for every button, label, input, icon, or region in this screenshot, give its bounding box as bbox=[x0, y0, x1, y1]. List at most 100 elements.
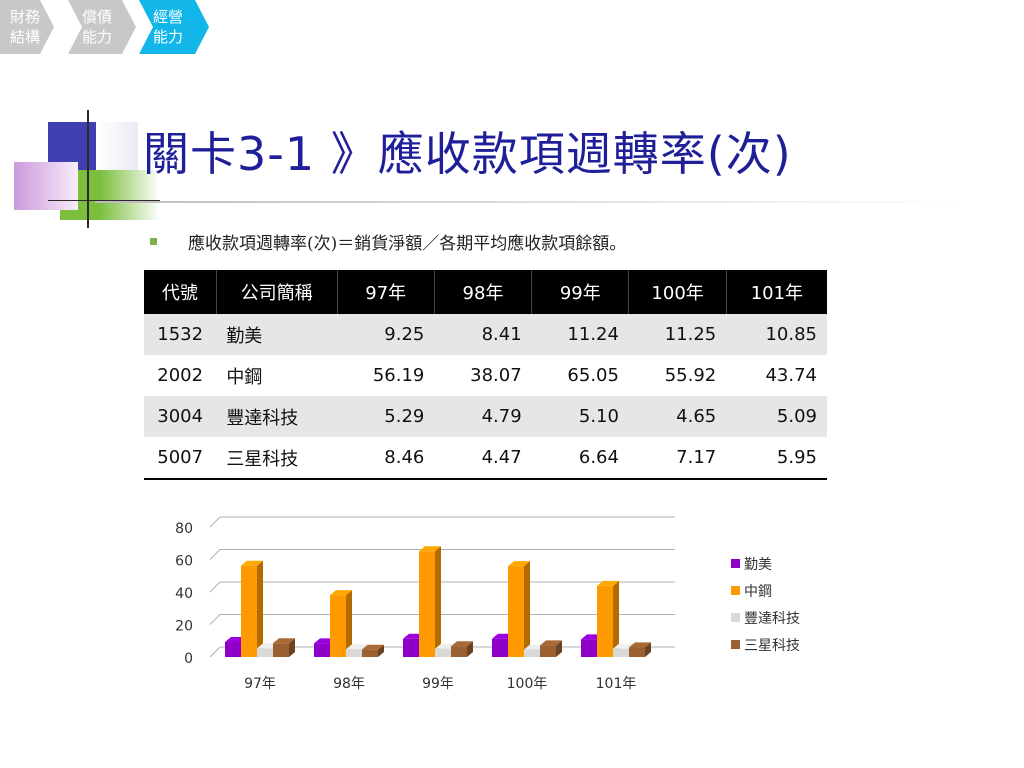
cell-value: 4.79 bbox=[434, 396, 532, 437]
cell-name: 中鋼 bbox=[216, 355, 338, 396]
cell-value: 10.85 bbox=[726, 314, 827, 355]
legend-swatch bbox=[731, 640, 740, 649]
bar bbox=[314, 643, 330, 657]
bar-side bbox=[257, 560, 263, 657]
bar-top bbox=[330, 590, 352, 596]
cell-value: 38.07 bbox=[434, 355, 532, 396]
legend-item: 勤美 bbox=[731, 550, 800, 577]
y-tick-label: 0 bbox=[184, 651, 193, 667]
bar bbox=[524, 649, 540, 657]
bar-top bbox=[597, 580, 619, 586]
y-tick-label: 40 bbox=[175, 586, 193, 602]
bar-side bbox=[556, 640, 562, 657]
y-tick-label: 60 bbox=[175, 554, 193, 570]
cell-value: 4.65 bbox=[628, 396, 727, 437]
legend-swatch bbox=[731, 559, 740, 568]
bar bbox=[540, 645, 556, 657]
bar-top bbox=[241, 560, 263, 566]
cell-name: 三星科技 bbox=[216, 437, 338, 480]
table-header-row: 代號 公司簡稱 97年 98年 99年 100年 101年 bbox=[144, 270, 827, 314]
bar-top bbox=[629, 642, 651, 648]
bar bbox=[403, 638, 419, 657]
bar-side bbox=[289, 638, 295, 657]
bar bbox=[257, 648, 273, 657]
cell-value: 4.47 bbox=[434, 437, 532, 480]
bar bbox=[273, 643, 289, 657]
cell-value: 43.74 bbox=[726, 355, 827, 396]
bar bbox=[629, 647, 645, 657]
gridline-depth bbox=[209, 646, 221, 658]
title-divider bbox=[95, 201, 965, 203]
x-tick-label: 98年 bbox=[333, 676, 365, 692]
y-tick-label: 20 bbox=[175, 619, 193, 635]
bar bbox=[492, 638, 508, 657]
cell-value: 11.25 bbox=[628, 314, 727, 355]
legend-label: 三星科技 bbox=[744, 637, 800, 654]
gridline-depth bbox=[209, 516, 221, 528]
bullet-icon bbox=[150, 238, 157, 245]
legend-label: 勤美 bbox=[744, 556, 772, 573]
header-name: 公司簡稱 bbox=[216, 270, 338, 314]
formula-text: 應收款項週轉率(次)＝銷貨淨額／各期平均應收款項餘額。 bbox=[188, 234, 627, 254]
header-98: 98年 bbox=[434, 270, 533, 314]
cell-value: 5.09 bbox=[726, 396, 827, 437]
cell-value: 6.64 bbox=[531, 437, 629, 480]
breadcrumb-item-financial-structure[interactable]: 財務結構 bbox=[0, 0, 54, 54]
bar bbox=[581, 639, 597, 657]
cell-value: 11.24 bbox=[531, 314, 629, 355]
bar-top bbox=[508, 561, 530, 567]
table-row: 5007 三星科技 8.46 4.47 6.64 7.17 5.95 bbox=[144, 437, 827, 480]
x-tick-label: 101年 bbox=[596, 676, 637, 692]
bar bbox=[419, 551, 435, 657]
cell-value: 65.05 bbox=[531, 355, 629, 396]
cell-value: 8.41 bbox=[434, 314, 532, 355]
cell-value: 8.46 bbox=[337, 437, 435, 480]
bar bbox=[597, 585, 613, 657]
bar-top bbox=[346, 644, 368, 650]
cell-code: 5007 bbox=[144, 437, 217, 480]
cell-code: 1532 bbox=[144, 314, 217, 355]
bar bbox=[225, 641, 241, 657]
bar bbox=[362, 649, 378, 657]
bar-top bbox=[419, 546, 441, 552]
bar-top bbox=[273, 638, 295, 644]
bar-side bbox=[645, 642, 651, 657]
x-tick-label: 99年 bbox=[422, 676, 454, 692]
y-tick-label: 80 bbox=[175, 521, 193, 537]
breadcrumb-item-operating-ability[interactable]: 經營能力 bbox=[139, 0, 209, 54]
bar-top bbox=[540, 640, 562, 646]
breadcrumb-item-solvency[interactable]: 償債能力 bbox=[68, 0, 136, 54]
bar bbox=[330, 595, 346, 657]
cell-value: 55.92 bbox=[628, 355, 727, 396]
cell-value: 7.17 bbox=[628, 437, 727, 480]
cell-code: 2002 bbox=[144, 355, 217, 396]
bar-side bbox=[346, 590, 352, 657]
cell-name: 勤美 bbox=[216, 314, 338, 355]
bar bbox=[346, 649, 362, 657]
cell-value: 9.25 bbox=[337, 314, 435, 355]
header-99: 99年 bbox=[531, 270, 630, 314]
x-tick-label: 97年 bbox=[244, 676, 276, 692]
bar bbox=[508, 566, 524, 657]
bar-chart: 0 20 40 60 80 97年 98年 99年 100年 101年 bbox=[175, 516, 675, 692]
bar bbox=[241, 565, 257, 657]
legend-swatch bbox=[731, 613, 740, 622]
cell-name: 豐達科技 bbox=[216, 396, 338, 437]
table-row: 3004 豐達科技 5.29 4.79 5.10 4.65 5.09 bbox=[144, 396, 827, 437]
bar-top bbox=[451, 641, 473, 647]
cell-code: 3004 bbox=[144, 396, 217, 437]
page-title: 關卡3-1 》應收款項週轉率(次) bbox=[143, 127, 792, 181]
chart-legend: 勤美 中鋼 豐達科技 三星科技 bbox=[731, 550, 800, 658]
bar bbox=[451, 646, 467, 657]
bar-side bbox=[613, 580, 619, 657]
cell-value: 56.19 bbox=[337, 355, 435, 396]
gridline-depth bbox=[209, 614, 221, 625]
legend-label: 中鋼 bbox=[744, 583, 772, 600]
legend-item: 三星科技 bbox=[731, 631, 800, 658]
legend-swatch bbox=[731, 586, 740, 595]
data-table: 代號 公司簡稱 97年 98年 99年 100年 101年 1532 勤美 9.… bbox=[144, 270, 827, 480]
header-97: 97年 bbox=[337, 270, 435, 314]
legend-item: 豐達科技 bbox=[731, 604, 800, 631]
cell-value: 5.10 bbox=[531, 396, 629, 437]
legend-label: 豐達科技 bbox=[744, 610, 800, 627]
